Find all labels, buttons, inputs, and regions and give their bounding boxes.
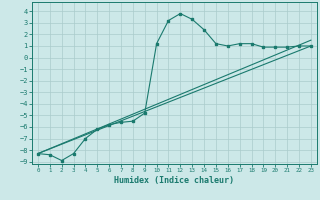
X-axis label: Humidex (Indice chaleur): Humidex (Indice chaleur) <box>115 176 234 185</box>
